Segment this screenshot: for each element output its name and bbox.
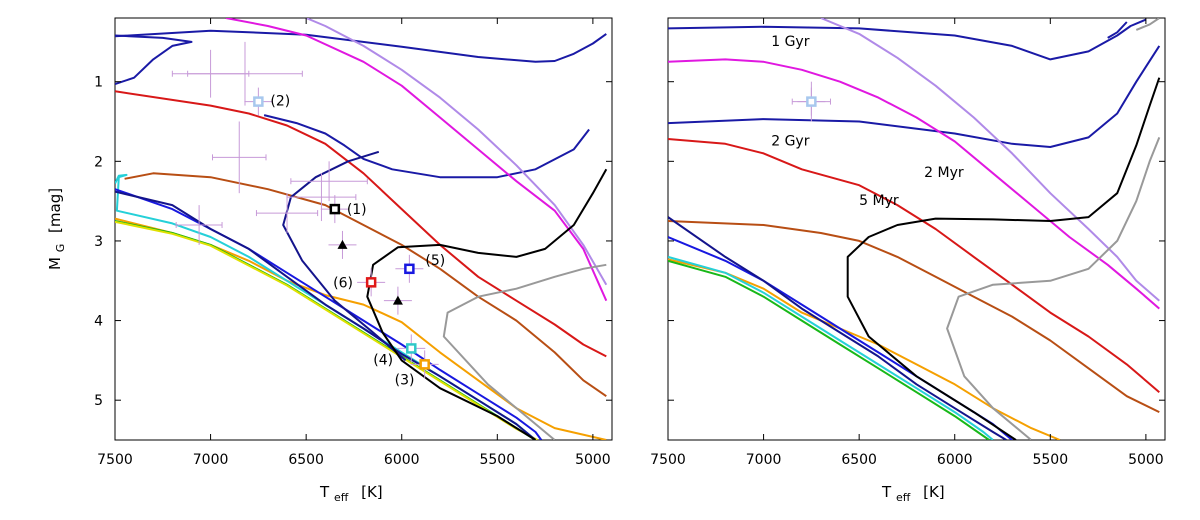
left-star-1 [320,195,349,224]
left-xtick-label-6500: 6500 [288,452,324,468]
left-ytick-label-5: 5 [94,393,103,409]
right-xlabel-main: T [881,483,892,501]
left-errorbar-5 [290,161,368,202]
right-series-brown [668,220,1160,413]
left-errorbar-1 [187,41,303,106]
left-star-3 [410,350,439,379]
left-series-brown [124,172,607,398]
right-xtick-label-7000: 7000 [746,452,782,468]
right-star-tri-0 [797,87,826,116]
right-annotation-2-gyr: 2 Gyr [771,133,809,149]
left-star-2 [244,87,273,116]
left-ytick-label-3: 3 [94,234,103,250]
right-series-magenta [668,58,1160,310]
left-series-magenta [225,18,608,302]
left-xtick-label-5000: 5000 [575,452,611,468]
right-xtick-label-5500: 5500 [1032,452,1068,468]
right-xtick-label-6000: 6000 [937,452,973,468]
left-ticks: 7500 7000 6500 6000 5500 5000 1 2 3 4 5 [94,18,612,468]
left-series-red [115,90,607,358]
left-errorbar-2 [211,121,267,194]
left-ylabel-sub: G [54,244,67,253]
left-series-lavender [305,18,608,286]
left-ylabel-unit: [mag] [46,188,64,233]
left-star-6 [357,268,386,297]
right-annotation-2-myr: 2 Myr [924,165,964,181]
left-xlabel: T eff [K] [319,483,383,505]
left-plot-frame [114,17,613,441]
right-xtick-label-7500: 7500 [650,452,686,468]
left-xtick-label-6000: 6000 [384,452,420,468]
right-series-navy [668,216,1007,440]
left-star-tri-6 [328,230,357,259]
left-series-dark-blue-3 [263,114,590,179]
left-series-navy-loop-upper [282,150,407,362]
left-star-tri-7 [383,286,412,315]
left-xlabel-main: T [319,483,330,501]
left-plot-area: (1) (2) (3)(4) (5) (6) [115,18,608,440]
left-xtick-label-7000: 7000 [193,452,229,468]
left-star-label-4: (4) [373,352,393,368]
left-ytick-label-4: 4 [94,314,103,330]
right-series-red [668,138,1160,393]
right-panel: 1 Gyr 2 Gyr 2 Myr 5 Myr 7500 7000 6500 6000 550… [650,17,1166,505]
right-xtick-label-6500: 6500 [841,452,877,468]
right-series-gray [946,137,1161,440]
left-star-label-3: (3) [395,372,415,388]
left-xtick-label-5500: 5500 [479,452,515,468]
right-annotation-5-myr: 5 Myr [859,193,899,209]
left-star-4 [397,334,426,363]
left-xlabel-sub: eff [334,491,349,504]
left-errorbar-6 [175,205,223,245]
right-xlabel-unit: [K] [923,483,945,501]
right-series-lavender [820,18,1160,302]
left-star-5 [395,254,424,283]
right-xlabel: T eff [K] [881,483,945,505]
right-series-green [668,259,990,440]
left-xlabel-unit: [K] [361,483,383,501]
left-star-label-5: (5) [425,253,445,269]
left-panel: (1) (2) (3)(4) (5) (6) 7500 7000 6500 6000 5500 5… [46,17,613,505]
left-ytick-label-1: 1 [94,75,103,91]
left-series-dark-blue-1 [115,34,193,86]
right-plot-frame [667,17,1166,441]
left-xtick-label-7500: 7500 [97,452,133,468]
right-series-dark-blue-1 [668,18,1147,61]
right-plot-area: 1 Gyr 2 Gyr 2 Myr 5 Myr [668,18,1161,440]
left-ylabel: M G [mag] [46,188,68,270]
right-ticks: 7500 7000 6500 6000 5500 5000 [650,18,1165,468]
left-star-label-1: (1) [347,202,367,218]
left-series-gray [442,263,607,440]
right-series-black [846,77,1161,440]
left-ytick-label-2: 2 [94,154,103,170]
right-xtick-label-5000: 5000 [1128,452,1164,468]
left-ylabel-main: M [46,257,64,270]
right-annotation-1-gyr: 1 Gyr [771,34,809,50]
right-series-cyan [668,255,994,440]
left-star-label-6: (6) [333,275,353,291]
left-star-label-2: (2) [270,94,290,110]
right-xlabel-sub: eff [896,491,911,504]
right-series-dark-blue-upper [1107,21,1128,39]
left-series-black [366,168,608,440]
left-series-dark-blue-2 [115,29,607,63]
right-series-gray-top [1135,18,1160,31]
